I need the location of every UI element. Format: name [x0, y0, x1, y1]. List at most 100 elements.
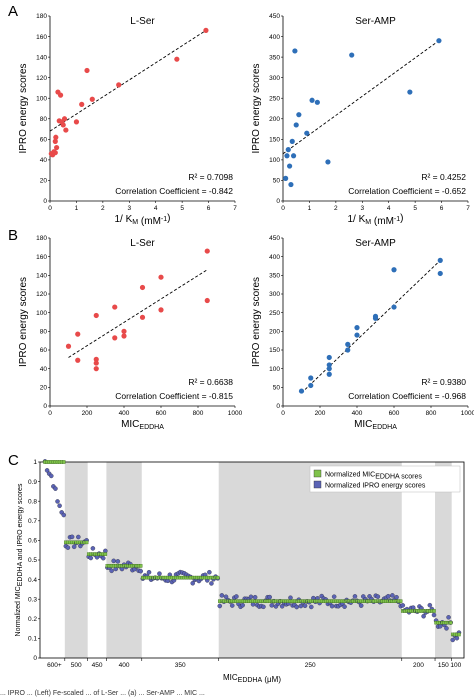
x-axis-label: 1/ KM (mM-1) — [115, 213, 171, 227]
figure-caption-fragment: ... IPRO ... (Left) Fe-scaled ... of L-S… — [0, 690, 205, 697]
ipro-point — [446, 615, 451, 620]
y-tick-label: 100 — [36, 95, 47, 102]
y-axis-label: IPRO energy scores — [251, 277, 262, 367]
data-point — [391, 304, 397, 310]
data-point — [79, 101, 85, 107]
y-tick-label: 0.3 — [28, 596, 37, 603]
data-point — [112, 335, 118, 341]
x-tick-label: 0 — [281, 205, 285, 212]
y-tick-label: 140 — [36, 273, 47, 280]
group-label: 150 — [438, 662, 449, 669]
y-tick-label: 120 — [36, 75, 47, 82]
ipro-point — [76, 534, 81, 540]
ipro-point — [209, 581, 214, 586]
ipro-point — [234, 594, 239, 599]
y-tick-label: 150 — [269, 137, 280, 144]
ipro-point — [394, 595, 399, 600]
ipro-point — [53, 486, 58, 491]
x-tick-label: 800 — [426, 410, 437, 417]
y-tick-label: 20 — [40, 385, 48, 392]
data-point — [139, 314, 146, 320]
panel-letter-a: A — [8, 3, 18, 20]
data-point — [326, 362, 332, 368]
data-point — [75, 331, 81, 337]
data-point — [391, 267, 397, 273]
y-tick-label: 0 — [43, 198, 47, 205]
data-point — [326, 366, 332, 372]
ipro-point — [431, 612, 437, 618]
group-label: 600+ — [47, 662, 62, 669]
data-point — [437, 257, 443, 263]
ipro-point — [61, 512, 67, 518]
data-point — [204, 248, 210, 254]
ipro-point — [57, 503, 62, 509]
ipro-point — [240, 602, 245, 608]
x-tick-label: 2 — [334, 205, 338, 212]
data-point — [354, 332, 360, 338]
ipro-point — [450, 637, 455, 643]
data-point — [204, 297, 210, 304]
mic-point — [457, 632, 461, 637]
chart-title: L-Ser — [130, 16, 155, 27]
legend-box — [309, 465, 461, 493]
data-point — [289, 138, 295, 144]
ipro-point — [207, 570, 212, 575]
ipro-point — [298, 603, 304, 609]
data-point — [304, 130, 310, 136]
data-point — [93, 366, 99, 372]
data-point — [372, 313, 379, 319]
x-tick-label: 2 — [101, 205, 105, 212]
y-tick-label: 200 — [269, 116, 280, 123]
data-point — [60, 122, 66, 128]
legend-swatch — [313, 469, 322, 478]
ipro-point — [352, 594, 358, 599]
data-point — [121, 328, 127, 334]
r-squared-label: R² = 0.6638 — [188, 377, 233, 387]
y-tick-label: 120 — [36, 291, 47, 298]
ipro-point — [44, 468, 50, 473]
y-tick-label: 300 — [269, 291, 280, 298]
x-tick-label: 3 — [127, 205, 131, 212]
chart-title: L-Ser — [130, 238, 155, 249]
shaded-group-band — [218, 462, 402, 658]
ipro-point — [223, 594, 229, 600]
data-point — [290, 153, 297, 159]
ipro-point — [138, 568, 143, 574]
data-point — [174, 56, 180, 62]
y-tick-label: 0 — [276, 403, 280, 410]
ipro-point — [309, 604, 314, 610]
y-tick-label: 100 — [36, 310, 47, 317]
r-squared-label: R² = 0.4252 — [421, 172, 466, 182]
y-tick-label: 1 — [33, 459, 37, 466]
ipro-point — [71, 544, 77, 550]
correlation-label: Correlation Coefficient = -0.968 — [348, 391, 466, 401]
x-tick-label: 200 — [315, 410, 326, 417]
shaded-group-band — [435, 462, 452, 658]
ipro-point — [358, 603, 364, 608]
y-tick-label: 180 — [36, 13, 47, 20]
mic-point — [432, 609, 436, 613]
ipro-point — [400, 603, 406, 608]
x-tick-label: 0 — [48, 410, 52, 417]
y-tick-label: 0.7 — [28, 518, 37, 525]
data-point — [65, 343, 72, 349]
correlation-label: Correlation Coefficient = -0.842 — [115, 186, 233, 196]
y-tick-label: 160 — [36, 254, 47, 261]
data-point — [349, 52, 355, 58]
y-tick-label: 100 — [269, 157, 280, 164]
r-squared-label: R² = 0.9380 — [421, 377, 466, 387]
chart-a-left-l-ser: 0 20 40 60 80 100 120 140 160 180 0 1 2 3 4 5 6 7 L-Ser IPR… — [18, 13, 237, 227]
ipro-point — [219, 593, 225, 598]
trendline — [68, 269, 208, 358]
y-tick-label: 0.4 — [28, 577, 37, 584]
group-label: 100 — [450, 662, 461, 669]
ipro-point — [190, 580, 195, 586]
y-tick-label: 0 — [33, 655, 37, 662]
y-tick-label: 160 — [36, 34, 47, 41]
trendline — [301, 260, 441, 394]
data-point — [93, 312, 99, 319]
data-point — [287, 163, 293, 169]
data-point — [283, 175, 289, 181]
panel-letter-c: C — [8, 452, 19, 469]
y-tick-label: 20 — [40, 178, 48, 185]
